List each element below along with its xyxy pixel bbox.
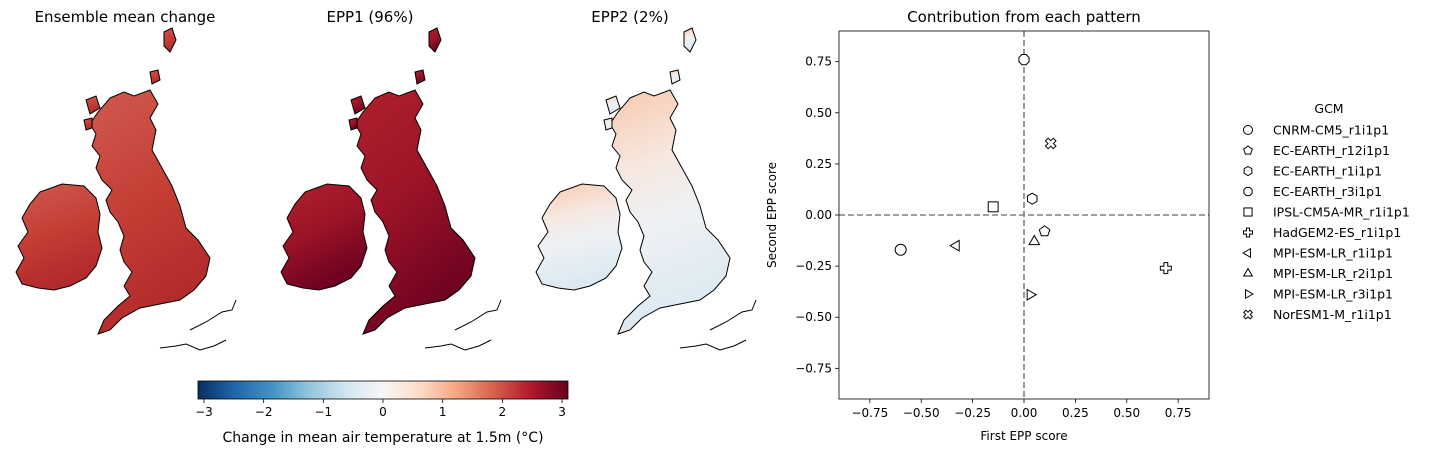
colorbar-ticks: −3 −2 −1 0 1 2 3 bbox=[195, 399, 566, 419]
data-point bbox=[1044, 137, 1057, 150]
colorbar-tick-label: 3 bbox=[558, 405, 566, 419]
data-point bbox=[1159, 262, 1172, 275]
legend-marker bbox=[1243, 207, 1253, 217]
data-point bbox=[894, 243, 907, 256]
colorbar-tick-label: 0 bbox=[379, 405, 387, 419]
data-point bbox=[949, 239, 960, 252]
legend-marker bbox=[1243, 165, 1253, 177]
y-tick-label: −0.75 bbox=[795, 361, 832, 375]
legend-marker bbox=[1242, 267, 1254, 277]
data-point bbox=[1026, 192, 1038, 205]
map-panel-ensemble-mean: Ensemble mean change bbox=[15, 8, 237, 351]
map-panel-epp2: EPP2 (2%) bbox=[535, 8, 757, 351]
data-point bbox=[1038, 225, 1051, 237]
colorbar-tick-label: 1 bbox=[439, 405, 447, 419]
map-panel-epp1: EPP1 (96%) bbox=[280, 8, 502, 351]
y-axis-ticks: 0.75 0.50 0.25 0.00 −0.25 −0.50 −0.75 bbox=[795, 55, 839, 375]
uk-map bbox=[15, 27, 237, 351]
data-point bbox=[1028, 234, 1041, 246]
colorbar-tick-label: −1 bbox=[314, 405, 332, 419]
x-axis-ticks: −0.75 −0.50 −0.25 0.00 0.25 0.50 0.75 bbox=[851, 399, 1192, 420]
y-tick-label: −0.50 bbox=[795, 310, 832, 324]
x-tick-label: −0.75 bbox=[851, 406, 888, 420]
legend-marker bbox=[1243, 186, 1253, 197]
data-point bbox=[1026, 288, 1038, 301]
colorbar-tick-label: −3 bbox=[195, 405, 213, 419]
colorbar-label: Change in mean air temperature at 1.5m (… bbox=[222, 430, 543, 446]
x-tick-label: −0.50 bbox=[903, 406, 940, 420]
legend-label: IPSL-CM5A-MR_r1i1p1 bbox=[1273, 205, 1410, 220]
legend-marker bbox=[1242, 309, 1254, 320]
reference-lines bbox=[839, 31, 1209, 399]
data-point bbox=[987, 201, 999, 213]
legend-marker bbox=[1243, 125, 1253, 135]
chart-title: Contribution from each pattern bbox=[907, 8, 1141, 26]
colorbar: −3 −2 −1 0 1 2 3 Change in mean air temperatur… bbox=[195, 380, 569, 446]
y-tick-label: 0.50 bbox=[805, 106, 832, 120]
x-axis-label: First EPP score bbox=[980, 429, 1067, 443]
y-tick-label: 0.00 bbox=[805, 208, 832, 222]
y-tick-label: 0.25 bbox=[805, 157, 832, 171]
legend-label: CNRM-CM5_r1i1p1 bbox=[1273, 123, 1389, 138]
x-tick-label: 0.50 bbox=[1113, 406, 1140, 420]
legend-label: EC-EARTH_r12i1p1 bbox=[1273, 143, 1390, 158]
legend-marker bbox=[1245, 288, 1254, 300]
y-tick-label: −0.25 bbox=[795, 259, 832, 273]
legend-label: MPI-ESM-LR_r2i1p1 bbox=[1273, 266, 1393, 281]
colorbar-bar bbox=[197, 380, 569, 400]
colorbar-tick-label: 2 bbox=[499, 405, 507, 419]
y-tick-label: 0.75 bbox=[805, 55, 832, 69]
legend-title: GCM bbox=[1314, 101, 1343, 116]
legend-label: MPI-ESM-LR_r1i1p1 bbox=[1273, 246, 1393, 261]
uk-map bbox=[280, 27, 502, 351]
data-points bbox=[894, 54, 1172, 301]
map-title: EPP1 (96%) bbox=[327, 8, 414, 26]
uk-map bbox=[535, 27, 757, 351]
legend-marker bbox=[1243, 227, 1253, 238]
legend-label: EC-EARTH_r3i1p1 bbox=[1273, 184, 1382, 199]
legend-marker bbox=[1243, 145, 1253, 155]
legend-items: CNRM-CM5_r1i1p1 EC-EARTH_r12i1p1 EC-EARTH_… bbox=[1242, 123, 1410, 322]
x-tick-label: 0.00 bbox=[1011, 406, 1038, 420]
legend-label: NorESM1-M_r1i1p1 bbox=[1273, 307, 1392, 322]
legend-marker bbox=[1242, 247, 1251, 259]
legend: GCM CNRM-CM5_r1i1p1 EC-EARTH_r12i1p1 EC-EA… bbox=[1242, 101, 1410, 322]
map-title: Ensemble mean change bbox=[35, 8, 216, 26]
map-title: EPP2 (2%) bbox=[591, 8, 668, 26]
scatter-chart: Contribution from each pattern −0.75 −0.5… bbox=[765, 8, 1210, 443]
x-tick-label: 0.75 bbox=[1165, 406, 1192, 420]
colorbar-tick-label: −2 bbox=[255, 405, 273, 419]
legend-label: HadGEM2-ES_r1i1p1 bbox=[1273, 225, 1401, 240]
x-tick-label: −0.25 bbox=[954, 406, 991, 420]
legend-label: EC-EARTH_r1i1p1 bbox=[1273, 164, 1382, 179]
legend-label: MPI-ESM-LR_r3i1p1 bbox=[1273, 287, 1393, 302]
x-tick-label: 0.25 bbox=[1062, 406, 1089, 420]
data-point bbox=[1018, 54, 1030, 66]
y-axis-label: Second EPP score bbox=[765, 162, 779, 268]
